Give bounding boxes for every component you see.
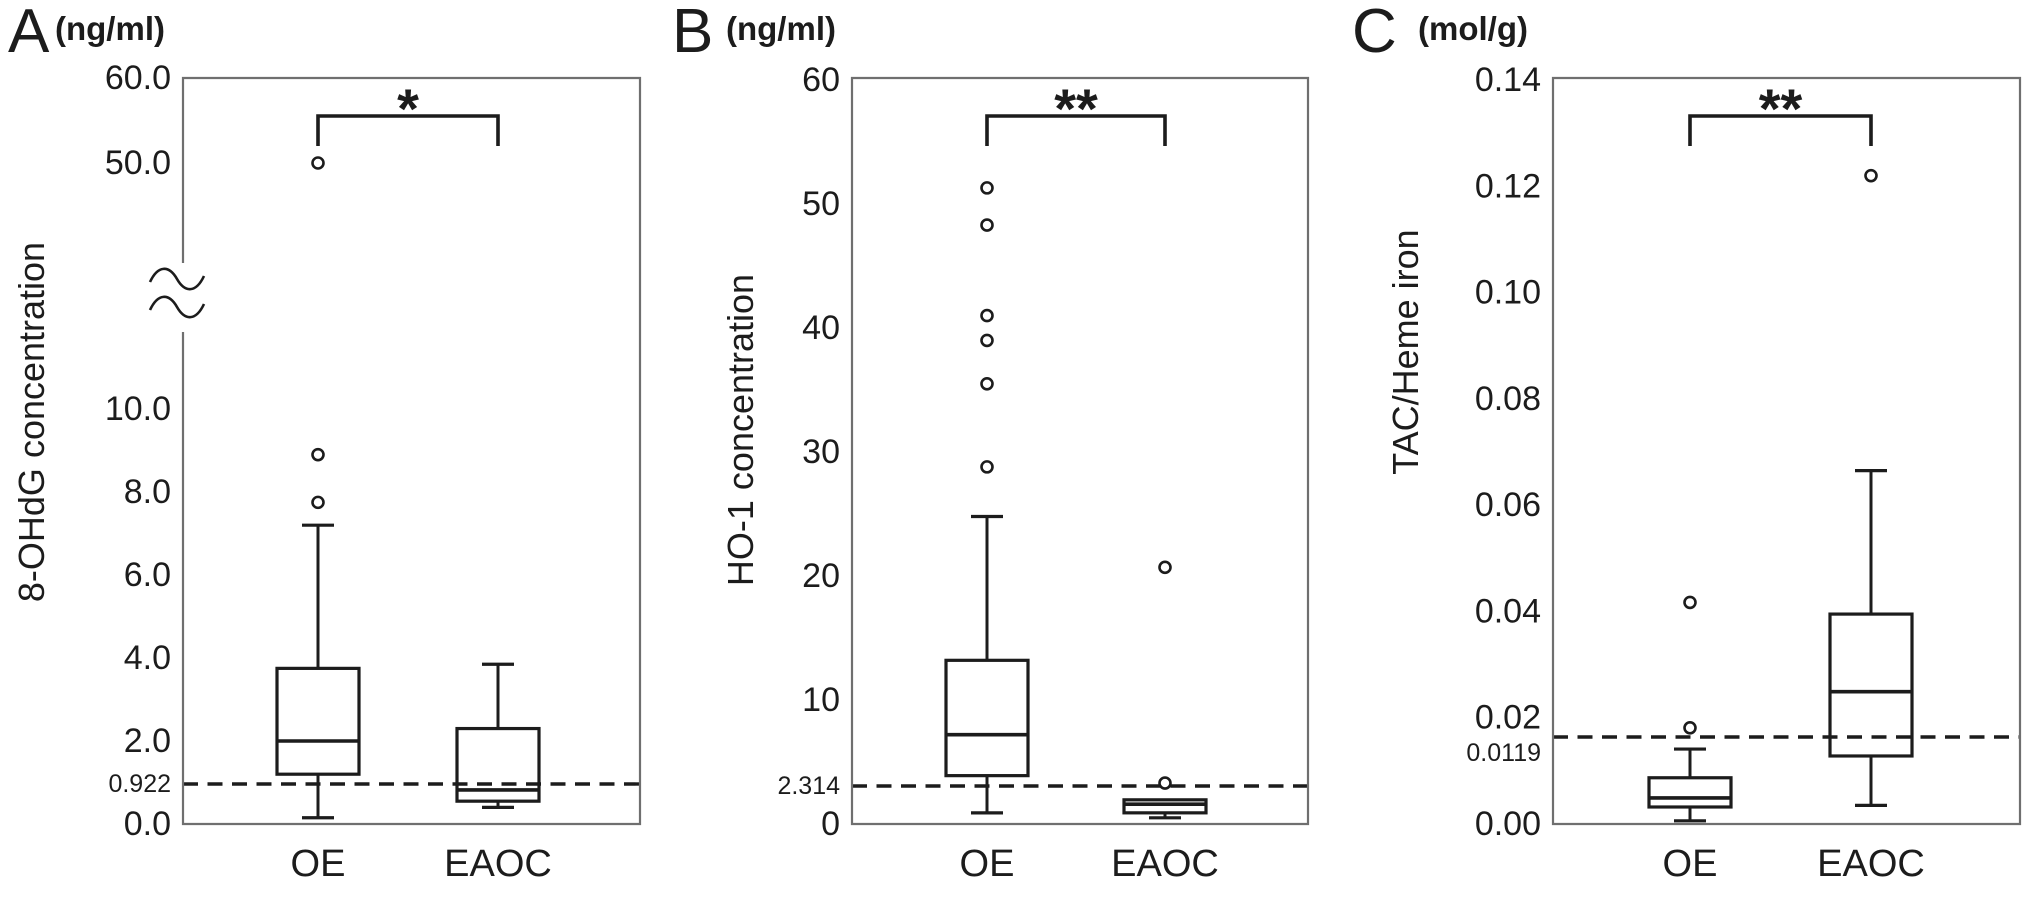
significance-bracket <box>985 114 1167 146</box>
group-axis-label: EAOC <box>1817 843 1925 885</box>
y-tick-label: 50 <box>802 185 840 223</box>
outlier-point <box>1158 776 1172 790</box>
y-tick-label: 60 <box>802 61 840 99</box>
outlier-point <box>311 495 325 510</box>
panel-C: 0.14 0.12 0.10 0.08 0.06 0.04 0.02 0.00 0.0119 TA… <box>1352 0 2022 885</box>
axis-break-icon <box>148 295 206 319</box>
plot-frame <box>1551 76 2022 826</box>
outlier-point <box>980 181 994 195</box>
y-tick-label: 20 <box>802 557 840 595</box>
y-tick-label: 50.0 <box>105 144 171 182</box>
iqr-box <box>455 726 541 803</box>
y-tick-label: 2.0 <box>124 722 171 760</box>
unit-label: (ng/ml) <box>726 10 836 47</box>
y-tick-label: 30 <box>802 433 840 471</box>
outlier-point <box>1683 595 1697 610</box>
group-axis-label: OE <box>291 843 346 885</box>
boxplot-oe <box>1647 595 1733 823</box>
y-tick-label: 60.0 <box>105 59 171 97</box>
iqr-box <box>1828 612 1914 758</box>
y-tick-label: 10.0 <box>105 390 171 428</box>
group-axis-label: EAOC <box>444 843 552 885</box>
cutoff-value-label: 0.0119 <box>1466 739 1541 767</box>
panel-letter: B <box>672 0 713 66</box>
boxplot-oe <box>944 181 1030 815</box>
cutoff-value-label: 2.314 <box>777 772 840 800</box>
boxplot-eaoc <box>455 662 541 810</box>
y-tick-label: 40 <box>802 309 840 347</box>
plot-frame <box>850 76 1310 826</box>
outlier-point <box>1864 168 1878 183</box>
panel-letter: C <box>1352 0 1397 66</box>
outlier-point <box>1683 721 1697 735</box>
y-tick-label: 0.06 <box>1475 486 1541 524</box>
outlier-point <box>980 218 994 232</box>
significance-bracket <box>316 114 500 146</box>
outlier-point <box>311 447 325 462</box>
y-tick-label: 0.0 <box>124 805 171 843</box>
boxplot-eaoc <box>1122 560 1208 820</box>
group-axis-label: OE <box>1663 843 1718 885</box>
unit-label: (mol/g) <box>1418 10 1528 47</box>
group-axis-label: EAOC <box>1111 843 1219 885</box>
outlier-point <box>311 156 325 170</box>
y-tick-label: 0 <box>821 805 840 843</box>
y-tick-label: 0.00 <box>1475 805 1541 843</box>
plot-frame <box>181 76 642 826</box>
significance-stars: * <box>397 77 419 140</box>
unit-label: (ng/ml) <box>55 10 165 47</box>
y-tick-label: 0.12 <box>1475 167 1541 205</box>
y-tick-label: 0.02 <box>1475 699 1541 737</box>
cutoff-value-label: 0.922 <box>108 770 171 798</box>
boxplot-oe <box>275 156 361 820</box>
y-tick-label: 0.08 <box>1475 380 1541 418</box>
iqr-box <box>275 666 361 776</box>
iqr-box <box>1122 798 1208 815</box>
y-tick-label: 0.14 <box>1475 61 1541 99</box>
y-tick-label: 0.04 <box>1475 592 1541 630</box>
iqr-box <box>1647 776 1733 809</box>
significance-stars: ** <box>1759 77 1803 140</box>
iqr-box <box>944 658 1030 778</box>
y-tick-label: 0.10 <box>1475 274 1541 312</box>
y-axis-title: HO-1 concentration <box>720 274 761 586</box>
significance-bracket <box>1688 114 1873 146</box>
outlier-point <box>980 308 994 323</box>
panel-letter: A <box>8 0 50 66</box>
y-axis-title: TAC/Heme iron <box>1385 229 1426 474</box>
axis-break-icon <box>148 267 206 291</box>
panel-B: 60 50 40 30 20 10 0 2.314 HO-1 concentration B (ng… <box>672 0 1310 885</box>
outlier-point <box>980 460 994 474</box>
group-axis-label: OE <box>960 843 1015 885</box>
outlier-point <box>1158 560 1172 575</box>
boxplot-eaoc <box>1828 168 1914 808</box>
y-axis-title: 8-OHdG concentration <box>11 242 52 602</box>
panel-A: 60.0 50.0 10.0 8.0 6.0 4.0 2.0 0.0 0.922 8-OHdG c… <box>8 0 642 885</box>
y-tick-label: 4.0 <box>124 639 171 677</box>
outlier-point <box>980 376 994 391</box>
significance-stars: ** <box>1054 77 1098 140</box>
y-tick-label: 6.0 <box>124 556 171 594</box>
y-tick-label: 8.0 <box>124 473 171 511</box>
y-tick-label: 10 <box>802 681 840 719</box>
outlier-point <box>980 333 994 348</box>
